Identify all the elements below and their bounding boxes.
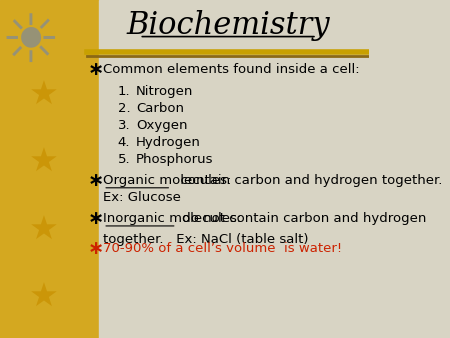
Text: ★: ★ (28, 146, 58, 179)
Text: Biochemistry: Biochemistry (126, 10, 330, 41)
Text: contain carbon and hydrogen together.: contain carbon and hydrogen together. (172, 173, 443, 187)
Text: 4.: 4. (118, 136, 130, 149)
Text: 5.: 5. (118, 153, 130, 166)
Text: ★: ★ (28, 214, 58, 246)
Text: 70-90% of a cell’s volume  is water!: 70-90% of a cell’s volume is water! (103, 242, 342, 255)
Text: ★: ★ (28, 281, 58, 314)
Text: ☀: ☀ (1, 10, 61, 76)
Text: together.   Ex: NaCl (table salt): together. Ex: NaCl (table salt) (103, 233, 309, 246)
Text: Carbon: Carbon (136, 102, 184, 115)
Text: ∗: ∗ (88, 171, 104, 190)
Text: ∗: ∗ (88, 60, 104, 79)
Text: 1.: 1. (118, 85, 130, 98)
Text: Oxygen: Oxygen (136, 119, 187, 132)
Text: ∗: ∗ (88, 239, 104, 258)
Text: 2.: 2. (118, 102, 130, 115)
Text: 3.: 3. (118, 119, 130, 132)
Text: do not contain carbon and hydrogen: do not contain carbon and hydrogen (178, 212, 426, 225)
Text: Hydrogen: Hydrogen (136, 136, 201, 149)
Text: Phosphorus: Phosphorus (136, 153, 213, 166)
Text: Ex: Glucose: Ex: Glucose (103, 191, 181, 204)
Text: ∗: ∗ (88, 209, 104, 228)
Text: ★: ★ (28, 78, 58, 112)
Text: Inorganic molecules:: Inorganic molecules: (103, 212, 241, 225)
Text: Common elements found inside a cell:: Common elements found inside a cell: (103, 63, 360, 76)
Text: Nitrogen: Nitrogen (136, 85, 193, 98)
Text: Organic molecules:: Organic molecules: (103, 173, 232, 187)
